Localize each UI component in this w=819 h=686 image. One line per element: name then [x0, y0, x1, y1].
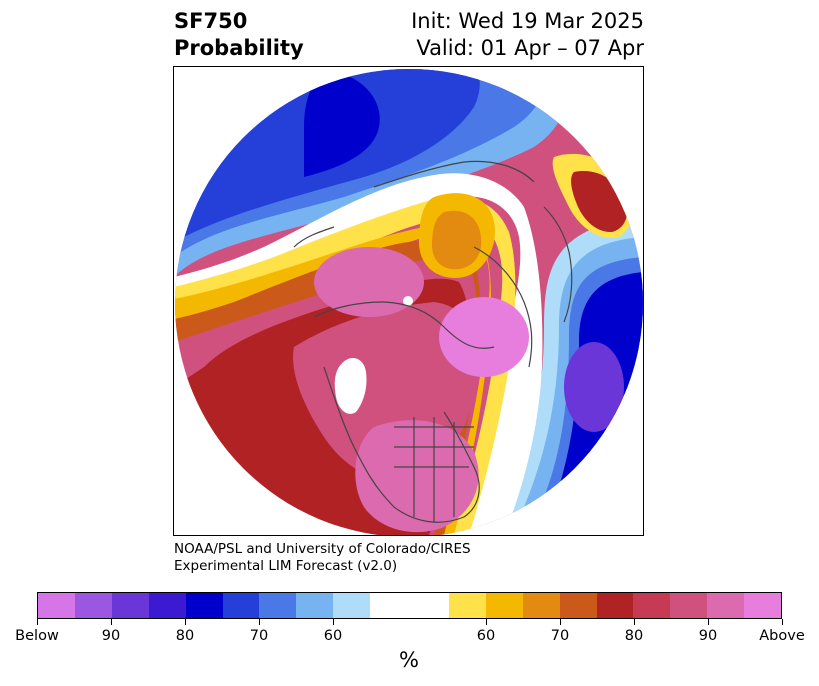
field-extreme-below-e	[564, 342, 624, 432]
colorbar-tick	[633, 619, 635, 625]
field-moderate-above	[175, 240, 481, 535]
forecast-map	[173, 66, 644, 536]
colorbar-segment	[522, 593, 560, 618]
colorbar-tick	[707, 619, 709, 625]
title-variable: SF750	[174, 9, 248, 33]
colorbar-segment	[633, 593, 671, 618]
map-dates: Init: Wed 19 Mar 2025 Valid: 01 Apr – 07…	[411, 8, 644, 62]
valid-range: Valid: 01 Apr – 07 Apr	[416, 36, 644, 60]
colorbar-tick-label: 80	[175, 628, 195, 644]
colorbar-tick	[485, 619, 487, 625]
colorbar-segment	[707, 593, 745, 618]
colorbar-tick-label: Below	[15, 628, 59, 644]
colorbar-segment	[744, 593, 782, 618]
colorbar-segment	[448, 593, 486, 618]
title-product: Probability	[174, 36, 304, 60]
credit-line-1: NOAA/PSL and University of Colorado/CIRE…	[174, 541, 471, 557]
colorbar-segment	[559, 593, 597, 618]
colorbar-unit-label: %	[399, 648, 419, 672]
colorbar-tick	[559, 619, 561, 625]
colorbar-tick	[184, 619, 186, 625]
field-above-north-america	[355, 420, 479, 533]
colorbar-tick	[36, 619, 38, 625]
colorbar-segment	[111, 593, 149, 618]
polar-map	[175, 69, 643, 535]
field-moderate-above-siberia	[432, 210, 482, 270]
colorbar-segment	[74, 593, 112, 618]
colorbar	[37, 592, 782, 619]
credit-text: NOAA/PSL and University of Colorado/CIRE…	[174, 541, 471, 575]
field-strong-below-nw	[304, 72, 380, 177]
field-neutral-west-coast	[334, 357, 367, 414]
colorbar-segment	[222, 593, 260, 618]
field-extreme-above-arctic	[439, 297, 529, 377]
colorbar-tick-label: 80	[624, 628, 644, 644]
colorbar-tick-label: 60	[323, 628, 343, 644]
colorbar-segment	[38, 593, 75, 618]
probability-field	[175, 69, 643, 535]
colorbar-tick	[781, 619, 783, 625]
colorbar-segment	[148, 593, 186, 618]
north-pole-marker	[403, 296, 413, 306]
colorbar-segment	[370, 593, 449, 618]
colorbar-tick-label: 60	[476, 628, 496, 644]
colorbar-segment	[333, 593, 371, 618]
colorbar-tick-label: 70	[249, 628, 269, 644]
colorbar-tick	[110, 619, 112, 625]
colorbar-tick-label: Above	[759, 628, 805, 644]
colorbar-tick-label: 90	[101, 628, 121, 644]
colorbar-segment	[296, 593, 334, 618]
colorbar-tick	[258, 619, 260, 625]
colorbar-tick	[332, 619, 334, 625]
coastlines	[293, 106, 610, 523]
colorbar-tick-label: 90	[698, 628, 718, 644]
colorbar-segment	[485, 593, 523, 618]
colorbar-segment	[596, 593, 634, 618]
credit-line-2: Experimental LIM Forecast (v2.0)	[174, 558, 398, 574]
colorbar-segment	[185, 593, 223, 618]
colorbar-segment	[259, 593, 297, 618]
init-date: Init: Wed 19 Mar 2025	[411, 9, 644, 33]
map-title: SF750 Probability	[174, 8, 304, 62]
colorbar-tick-label: 70	[550, 628, 570, 644]
field-above-alaska	[314, 247, 424, 317]
colorbar-segment	[670, 593, 708, 618]
